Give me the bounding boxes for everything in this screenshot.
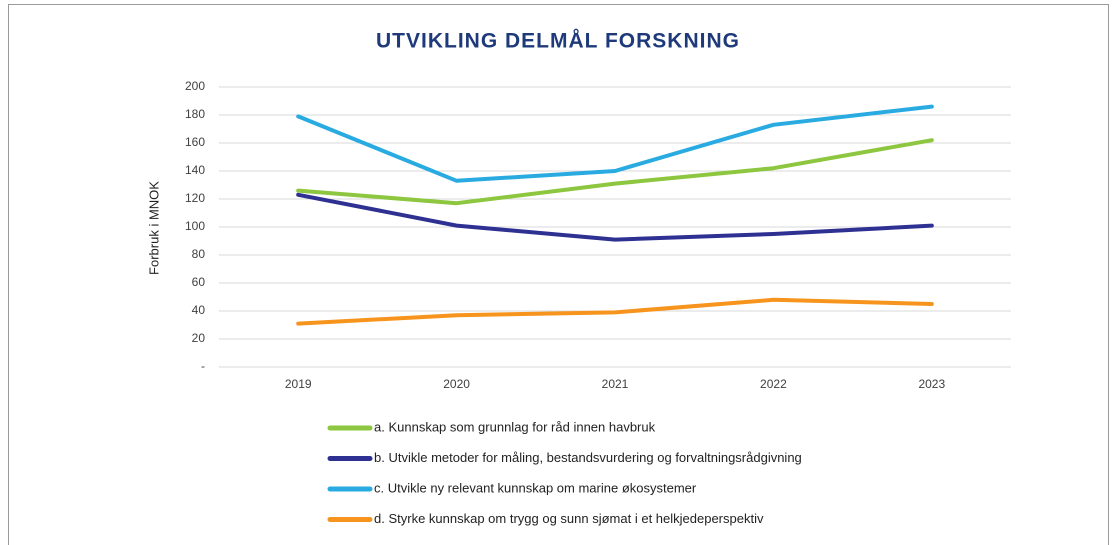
series-line (296, 192, 934, 242)
legend-text: a. Kunnskap som grunnlag for råd innen h… (374, 419, 656, 434)
y-tick-label: 140 (185, 163, 205, 177)
y-tick-label: 20 (192, 331, 206, 345)
legend-text: c. Utvikle ny relevant kunnskap om marin… (374, 480, 697, 495)
y-axis-label: Forbruk i MNOK (146, 181, 161, 275)
y-tick-label: 200 (185, 79, 205, 93)
y-tick-label: 120 (185, 191, 205, 205)
series-line (296, 297, 934, 326)
chart-title: UTVIKLING DELMÅL FORSKNING (376, 29, 740, 53)
y-tick-label: 100 (185, 219, 205, 233)
x-tick-label: 2022 (760, 377, 787, 391)
legend-text: d. Styrke kunnskap om trygg og sunn sjøm… (374, 511, 764, 526)
legend-text: b. Utvikle metoder for måling, bestandsv… (374, 450, 802, 465)
y-tick-label: - (201, 359, 205, 373)
x-tick-label: 2021 (602, 377, 629, 391)
series-line (296, 138, 934, 206)
y-tick-label: 160 (185, 135, 205, 149)
y-tick-label: 60 (192, 275, 206, 289)
frame (8, 4, 1109, 545)
y-tick-label: 40 (192, 303, 206, 317)
y-tick-label: 180 (185, 107, 205, 121)
series-line (296, 104, 934, 183)
x-tick-label: 2019 (285, 377, 312, 391)
x-tick-label: 2020 (443, 377, 470, 391)
y-tick-label: 80 (192, 247, 206, 261)
x-tick-label: 2023 (918, 377, 945, 391)
